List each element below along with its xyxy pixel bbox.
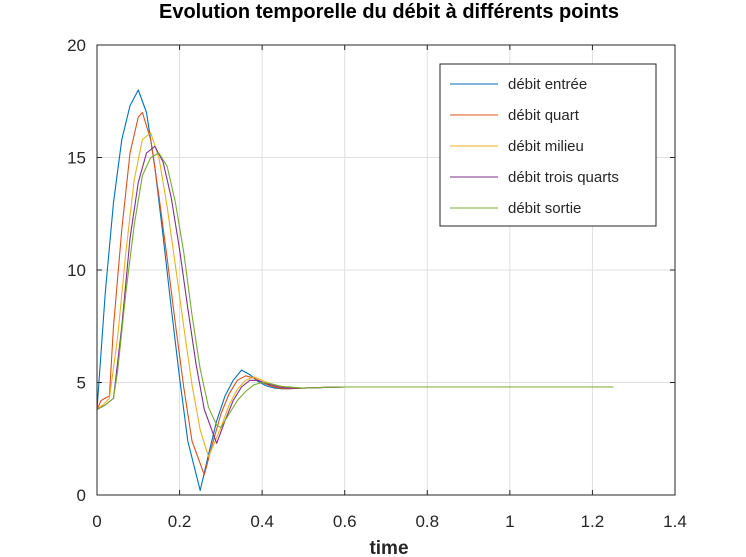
y-tick-label-0: 0	[77, 486, 86, 505]
x-tick-label-7: 1.4	[663, 512, 687, 531]
x-tick-label-6: 1.2	[581, 512, 605, 531]
y-tick-label-1: 5	[77, 374, 86, 393]
tick-labels: 0 0.2 0.4 0.6 0.8 1 1.2 1.4 0 5 10 15 20	[67, 36, 687, 531]
x-tick-label-2: 0.4	[250, 512, 274, 531]
y-tick-label-3: 15	[67, 149, 86, 168]
x-tick-label-4: 0.8	[415, 512, 439, 531]
x-tick-label-5: 1	[505, 512, 514, 531]
x-axis-label: time	[369, 538, 408, 557]
legend-label-4: débit sortie	[508, 200, 581, 217]
chart-title: Evolution temporelle du débit à différen…	[159, 1, 619, 23]
legend: débit entrée débit quart débit milieu débit…	[439, 63, 657, 227]
x-tick-label-3: 0.6	[333, 512, 357, 531]
legend-box	[439, 63, 657, 227]
legend-label-0: débit entrée	[508, 76, 587, 93]
axes	[96, 44, 676, 496]
legend-label-1: débit quart	[508, 107, 580, 124]
x-tick-label-1: 0.2	[168, 512, 192, 531]
legend-label-2: débit milieu	[508, 138, 584, 155]
series-line-4	[96, 152, 614, 429]
series-lines	[96, 89, 614, 492]
legend-label-3: débit trois quarts	[508, 169, 619, 186]
y-tick-label-2: 10	[67, 261, 86, 280]
y-tick-label-4: 20	[67, 36, 86, 55]
x-tick-label-0: 0	[92, 512, 101, 531]
